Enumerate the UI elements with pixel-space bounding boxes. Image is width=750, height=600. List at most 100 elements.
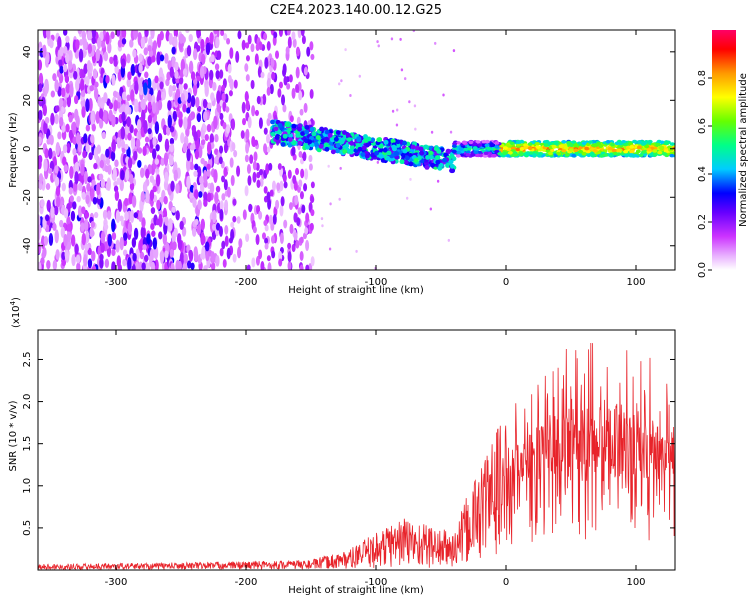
spectrogram-cell [185, 158, 191, 172]
spectrogram-cell [534, 141, 540, 146]
spectrogram-cell [171, 46, 176, 55]
spectrogram-cell [267, 197, 272, 210]
spectrogram-cell [301, 204, 306, 214]
spectrogram-cell [390, 37, 394, 41]
spectrogram-cell [100, 178, 106, 189]
spectrogram-cell [38, 242, 41, 255]
spectrogram-cell [291, 146, 296, 156]
spectrogram-cell [561, 148, 567, 153]
spectrogram-cell [659, 145, 665, 150]
spectrogram-cell [556, 151, 562, 156]
spectrogram-cell [169, 137, 175, 145]
spectrogram-cell [515, 147, 521, 152]
spectrogram-cell [483, 151, 489, 156]
spectrogram-cell [413, 104, 417, 108]
spectrogram-cell [276, 182, 281, 192]
spectrogram-cell [142, 244, 147, 251]
spectrogram-cell [221, 193, 226, 201]
spectrogram-cell [614, 141, 620, 146]
spectrogram-cell [105, 148, 110, 158]
spectrogram-cell [96, 144, 102, 154]
spectrogram-cell [221, 240, 226, 250]
snr-x-tick-label: -100 [365, 577, 388, 588]
spectrogram-cell [298, 179, 303, 188]
snr-x-ticks: -300 -200 -100 0 100 [105, 330, 646, 588]
spectrogram-cell [216, 90, 221, 104]
spectrogram-cell [215, 185, 221, 193]
spectrogram-cell [199, 65, 205, 79]
spectrogram-cell [205, 42, 211, 56]
spectrogram-cell [125, 125, 130, 136]
spectrogram-cell [38, 173, 44, 184]
spectrogram-cell [215, 222, 221, 231]
spectrogram-cell [308, 154, 313, 163]
spectrogram-cell [151, 230, 156, 238]
snr-x-tick-label: -200 [235, 577, 258, 588]
spectrogram-cell [136, 119, 142, 131]
spectrogram-cell [455, 154, 461, 158]
spectrogram-cell [76, 195, 81, 203]
spectrogram-cell [266, 41, 271, 51]
spectrogram-cell [126, 94, 131, 102]
spectrogram-cell [244, 91, 249, 102]
spectrogram-cell [222, 121, 227, 130]
spectrogram-cell [291, 87, 296, 99]
spectrogram-cell [264, 243, 269, 250]
spectrogram-cell [283, 75, 288, 86]
spectrogram-cell [592, 149, 598, 153]
spectrogram-cell [230, 228, 235, 241]
spectrogram-cell [330, 149, 336, 155]
spectrogram-cell [74, 171, 79, 185]
spectrogram-cell [395, 143, 401, 148]
spectrogram-cell [204, 83, 209, 97]
spectrogram-cell [127, 221, 133, 235]
spectrogram-cell [342, 149, 348, 154]
snr-series-line [38, 342, 675, 570]
spectrogram-cell [154, 121, 160, 135]
spectrogram-cell [271, 250, 276, 259]
spectrogram-cell [433, 146, 439, 152]
spectrogram-cell [264, 57, 269, 69]
spectrogram-cell [320, 217, 324, 221]
spectrogram-cell [38, 214, 41, 228]
spectrogram-cell [428, 154, 434, 160]
spectrogram-cell [214, 63, 220, 71]
spectrogram-cell [206, 163, 211, 171]
spectrogram-cell [155, 144, 160, 152]
spectrogram-cell [152, 40, 158, 51]
spectrogram-cell [404, 155, 410, 161]
spectrogram-cell [124, 143, 129, 150]
spectrogram-cell [204, 241, 210, 252]
spectrogram-cell [585, 149, 591, 154]
spectrogram-cell [584, 146, 590, 151]
spectrogram-cell [561, 140, 567, 144]
spectrogram-cell [221, 84, 226, 93]
spectrogram-cell [310, 209, 315, 217]
spectrogram-cell [111, 218, 116, 233]
spectrogram-cell [186, 148, 191, 162]
spectrogram-cell [263, 32, 268, 41]
spectrogram-cell [340, 79, 343, 83]
spectrogram-cell [484, 139, 490, 144]
spectrogram-cell [219, 208, 224, 220]
spectrogram-cell [85, 124, 91, 132]
spectrogram-cell [435, 155, 441, 160]
spectrogram-cell [267, 262, 272, 270]
spectrogram-cell [164, 216, 169, 226]
spectrogram-cell [287, 36, 292, 49]
spectrogram-cell [145, 189, 150, 204]
colorbar-gradient [712, 30, 736, 270]
spectrogram-cell [172, 241, 177, 251]
spectrogram-cell [226, 186, 231, 198]
spectrogram-cell [84, 218, 89, 232]
spectrogram-cell [403, 77, 407, 81]
spectrogram-y-tick-label: -20 [22, 189, 33, 205]
spectrogram-cell [282, 173, 287, 183]
spectrogram-cell [282, 104, 287, 113]
spectrogram-cell [376, 137, 382, 143]
spectrogram-cell [307, 139, 313, 145]
spectrogram-cell [213, 30, 218, 35]
spectrogram-cell [236, 216, 241, 224]
spectrogram-cell [305, 239, 310, 252]
spectrogram-cell [278, 250, 283, 262]
